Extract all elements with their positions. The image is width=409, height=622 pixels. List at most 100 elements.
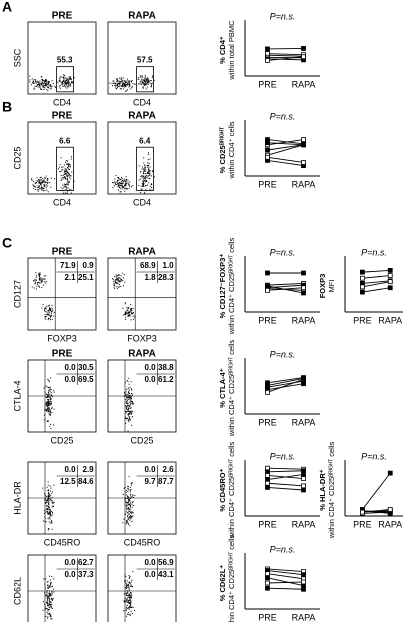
dot (64, 170, 66, 172)
dot (67, 86, 69, 88)
dot (129, 413, 131, 415)
dot (129, 596, 131, 598)
dot (129, 181, 131, 183)
dot (131, 482, 133, 484)
dot (42, 181, 44, 183)
dot (50, 311, 52, 313)
dot (69, 76, 71, 78)
dot (129, 497, 131, 499)
dot (70, 189, 72, 191)
dot (138, 179, 140, 181)
pair-line (267, 54, 304, 57)
point (265, 287, 270, 293)
dot (51, 528, 53, 530)
dot (142, 87, 144, 89)
dot (49, 514, 51, 516)
dot (52, 598, 54, 600)
dot (118, 82, 120, 84)
dot (47, 595, 49, 597)
dot (129, 308, 131, 310)
dot (47, 314, 49, 316)
dot (130, 411, 132, 413)
dot (149, 166, 151, 168)
dot (51, 408, 53, 410)
dot (47, 84, 49, 86)
p-value: P=n.s. (270, 451, 296, 461)
dot (45, 318, 47, 320)
dot (143, 168, 145, 170)
dot (143, 171, 145, 173)
dot (44, 316, 46, 318)
dot (39, 272, 41, 274)
dot (118, 83, 120, 85)
dot (47, 600, 49, 602)
dot (49, 409, 51, 411)
dot (38, 182, 40, 184)
point (265, 389, 270, 395)
dot (125, 181, 127, 183)
x-tick-label: RAPA (292, 79, 316, 89)
dot (127, 80, 129, 82)
dot (149, 185, 151, 187)
dot (143, 175, 145, 177)
dot (146, 175, 148, 177)
dot (126, 598, 128, 600)
dot (128, 585, 130, 587)
pair-line (267, 467, 304, 470)
dot (127, 314, 129, 316)
dot (113, 286, 115, 288)
dot (32, 187, 34, 189)
y-label-sub: within CD4⁺ CD25ᴮᴿᴵᴳᴴᵀ cells (227, 238, 236, 336)
dot (49, 494, 51, 496)
dot (49, 386, 51, 388)
dot (45, 85, 47, 87)
dot (66, 79, 68, 81)
dot (115, 86, 117, 88)
dot (43, 188, 45, 190)
dot (48, 512, 50, 514)
dot (59, 85, 61, 87)
dot (46, 501, 48, 503)
dot (129, 510, 131, 512)
dot (129, 312, 131, 314)
dot (127, 183, 129, 185)
dot (128, 314, 130, 316)
panel-label: B (2, 99, 12, 115)
dot (132, 515, 134, 517)
dot (65, 185, 67, 187)
dot (127, 515, 129, 517)
dot (130, 516, 132, 518)
dot (64, 86, 66, 88)
dot (118, 273, 120, 275)
dot (127, 315, 129, 317)
dot (128, 187, 130, 189)
dot (130, 585, 132, 587)
dot (127, 612, 129, 614)
dot (148, 173, 150, 175)
dot (41, 79, 43, 81)
dot (48, 493, 50, 495)
dot (127, 419, 129, 421)
dot (48, 499, 50, 501)
dot (36, 177, 38, 179)
dot (60, 178, 62, 180)
dot (119, 281, 121, 283)
dot (122, 80, 124, 82)
dot (151, 175, 153, 177)
dot (70, 156, 72, 158)
dot (128, 584, 130, 586)
dot (47, 387, 49, 389)
pair-line (267, 573, 304, 580)
dot (128, 600, 130, 602)
dot (71, 81, 73, 83)
dot (143, 168, 145, 170)
dot (45, 410, 47, 412)
dot (147, 169, 149, 171)
gate-value: 57.5 (137, 56, 153, 65)
dot (51, 500, 53, 502)
dot (70, 85, 72, 87)
dot (124, 579, 126, 581)
dot (49, 400, 51, 402)
dot (38, 273, 40, 275)
dot (141, 176, 143, 178)
